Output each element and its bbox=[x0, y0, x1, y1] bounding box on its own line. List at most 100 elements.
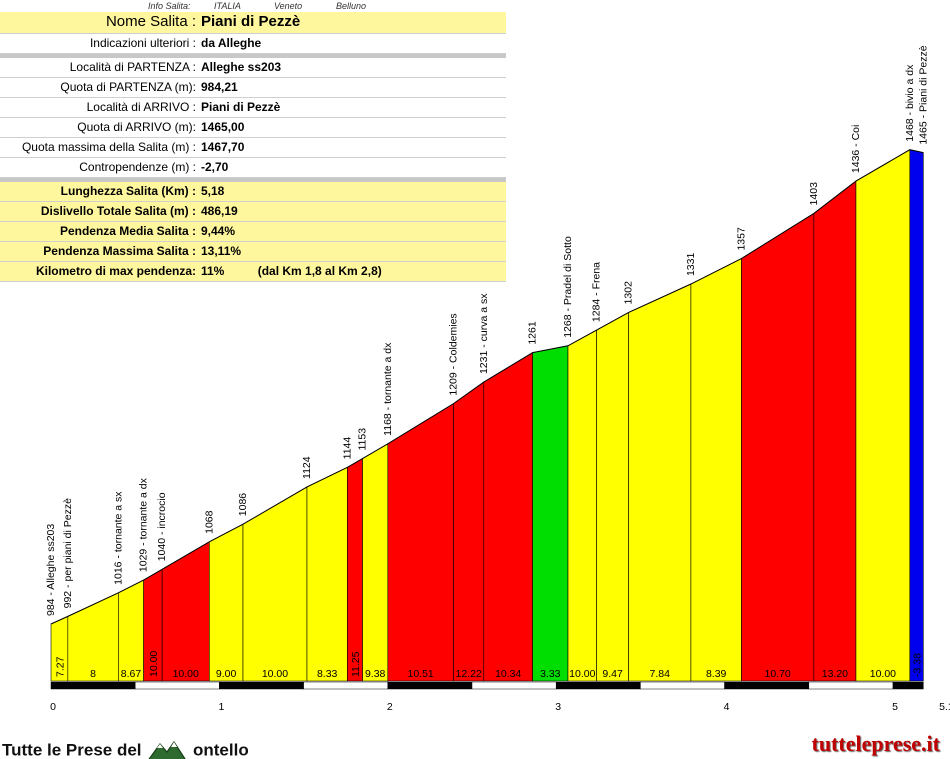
site-logo: Tutte le Prese del ontello bbox=[2, 736, 249, 759]
point-label: 1403 bbox=[808, 182, 820, 206]
info-province: Belluno bbox=[336, 1, 367, 11]
grade-label: 8.39 bbox=[706, 668, 727, 680]
stats-row: Lunghezza Salita (Km) : 5,18 bbox=[0, 182, 506, 202]
indications-row: Indicazioni ulteriori : da Alleghe bbox=[0, 34, 506, 54]
segment-bar bbox=[596, 311, 629, 682]
point-label: 992 - per piani di Pezzè bbox=[62, 498, 74, 608]
segment-bar bbox=[306, 466, 348, 682]
axis-scale-block bbox=[219, 681, 304, 690]
grade-label: 9.47 bbox=[602, 668, 623, 680]
grade-label: 11.25 bbox=[350, 651, 362, 677]
grade-label: 10.00 bbox=[569, 668, 595, 680]
route-row-label: Località di PARTENZA : bbox=[69, 60, 196, 74]
axis-tick-label: 5 bbox=[892, 701, 898, 713]
info-region: Veneto bbox=[274, 1, 303, 11]
axis-tick-label: 0 bbox=[50, 701, 56, 713]
route-row-label: Località di ARRIVO : bbox=[86, 100, 196, 114]
segment-bar bbox=[161, 541, 210, 682]
point-label: 1465 - Piani di Pezzè bbox=[917, 45, 929, 144]
segment-bar bbox=[242, 486, 308, 682]
stats-row-label: Dislivello Totale Salita (m) : bbox=[40, 204, 196, 218]
axis-scale-block bbox=[50, 681, 136, 690]
route-row: Località di PARTENZA : Alleghe ss203 bbox=[0, 58, 506, 78]
route-row-value: Alleghe ss203 bbox=[201, 60, 282, 74]
grade-label: 12.22 bbox=[455, 668, 481, 680]
axis-tick-label: 5.18 bbox=[939, 701, 950, 713]
grade-label: 10.34 bbox=[495, 668, 521, 680]
stats-row: Pendenza Media Salita : 9,44% bbox=[0, 222, 506, 242]
route-row-label: Quota di ARRIVO (m): bbox=[77, 120, 196, 134]
stats-row-value: 13,11% bbox=[201, 244, 242, 258]
axis-scale-block bbox=[808, 681, 894, 690]
axis-scale-block bbox=[471, 681, 557, 690]
stats-row-value: 11% (dal Km 1,8 al Km 2,8) bbox=[201, 264, 382, 278]
segment-bar bbox=[453, 381, 485, 682]
axis-scale-block bbox=[892, 681, 924, 690]
stats-row-value: 5,18 bbox=[201, 184, 225, 198]
segment-bar bbox=[362, 443, 389, 682]
stats-row-label: Pendenza Massima Salita : bbox=[43, 244, 196, 258]
axis-scale-block bbox=[640, 681, 725, 690]
segment-bar bbox=[628, 283, 692, 682]
route-row: Quota massima della Salita (m) : 1467,70 bbox=[0, 138, 506, 158]
point-label: 1016 - tornante a sx bbox=[112, 491, 124, 585]
segment-bar bbox=[483, 352, 533, 682]
profile-outline bbox=[50, 149, 924, 625]
segment-bar bbox=[813, 180, 857, 682]
segment-bar bbox=[387, 403, 454, 682]
point-label: 1261 bbox=[527, 321, 539, 345]
panel-separator bbox=[0, 178, 506, 182]
point-label: 1209 - Coldemies bbox=[447, 313, 459, 395]
stats-row-value: 9,44% bbox=[201, 224, 236, 238]
point-label: 1302 bbox=[623, 281, 635, 305]
grade-label: 10.51 bbox=[407, 668, 433, 680]
climb-name-value: Piani di Pezzè bbox=[201, 13, 301, 30]
profile-line bbox=[50, 149, 924, 625]
point-label: 1086 bbox=[237, 493, 249, 517]
route-row: Quota di PARTENZA (m): 984,21 bbox=[0, 78, 506, 98]
stats-row-label: Pendenza Media Salita : bbox=[59, 224, 196, 238]
stats-rows: Lunghezza Salita (Km) : 5,18 Dislivello … bbox=[0, 182, 506, 282]
stats-row-label: Lunghezza Salita (Km) : bbox=[60, 184, 196, 198]
point-labels: 984 - Alleghe ss203 992 - per piani di Pe… bbox=[45, 45, 929, 616]
route-rows: Località di PARTENZA : Alleghe ss203 Quo… bbox=[0, 58, 506, 178]
segment-fills bbox=[50, 149, 924, 682]
site-url: tutteleprese.it bbox=[811, 731, 941, 756]
grade-labels: 7.27 8 8.67 10.00 10.00 9.00 10.00 8.33 11.25 9.3… bbox=[54, 651, 923, 680]
climb-name-row: Nome Salita : Piani di Pezzè bbox=[0, 12, 506, 34]
grade-label: 10.00 bbox=[173, 668, 199, 680]
climb-info-panel: Nome Salita : Piani di Pezzè Indicazioni… bbox=[0, 12, 506, 282]
axis-tick-label: 4 bbox=[724, 701, 730, 713]
info-label: Info Salita: bbox=[148, 1, 191, 11]
indications-value: da Alleghe bbox=[201, 36, 262, 50]
segment-bar bbox=[567, 329, 597, 682]
route-row-label: Contropendenze (m) : bbox=[79, 160, 196, 174]
point-label: 1040 - incrocio bbox=[156, 492, 168, 561]
segment-bar bbox=[690, 258, 742, 682]
grade-label: 10.00 bbox=[262, 668, 288, 680]
axis-tick-label: 1 bbox=[218, 701, 224, 713]
route-row-value: 1467,70 bbox=[201, 140, 245, 154]
grade-label: 8 bbox=[90, 668, 96, 680]
segment-bar bbox=[532, 345, 569, 682]
segment-bar bbox=[909, 149, 924, 682]
stats-row: Dislivello Totale Salita (m) : 486,19 bbox=[0, 202, 506, 222]
axis-scale-block bbox=[387, 681, 473, 690]
point-label: 1068 bbox=[203, 510, 215, 534]
grade-label: 8.67 bbox=[121, 668, 142, 680]
mountain-logo-icon bbox=[148, 740, 187, 759]
axis-scale-block bbox=[134, 681, 220, 690]
grade-label: -3.38 bbox=[912, 653, 924, 677]
stats-row-label: Kilometro di max pendenza: bbox=[35, 264, 196, 278]
axis-tick-label: 2 bbox=[387, 701, 393, 713]
point-label: 1231 - curva a sx bbox=[478, 293, 490, 374]
point-label: 1436 - Coi bbox=[850, 125, 862, 173]
grade-label: 7.84 bbox=[650, 668, 671, 680]
logo-text-after: ontello bbox=[192, 740, 249, 759]
point-label: 1153 bbox=[357, 428, 369, 451]
route-row-label: Quota di PARTENZA (m): bbox=[60, 80, 196, 94]
axis-scale-block bbox=[303, 681, 389, 690]
logo-text-before: Tutte le Prese del bbox=[2, 740, 142, 759]
